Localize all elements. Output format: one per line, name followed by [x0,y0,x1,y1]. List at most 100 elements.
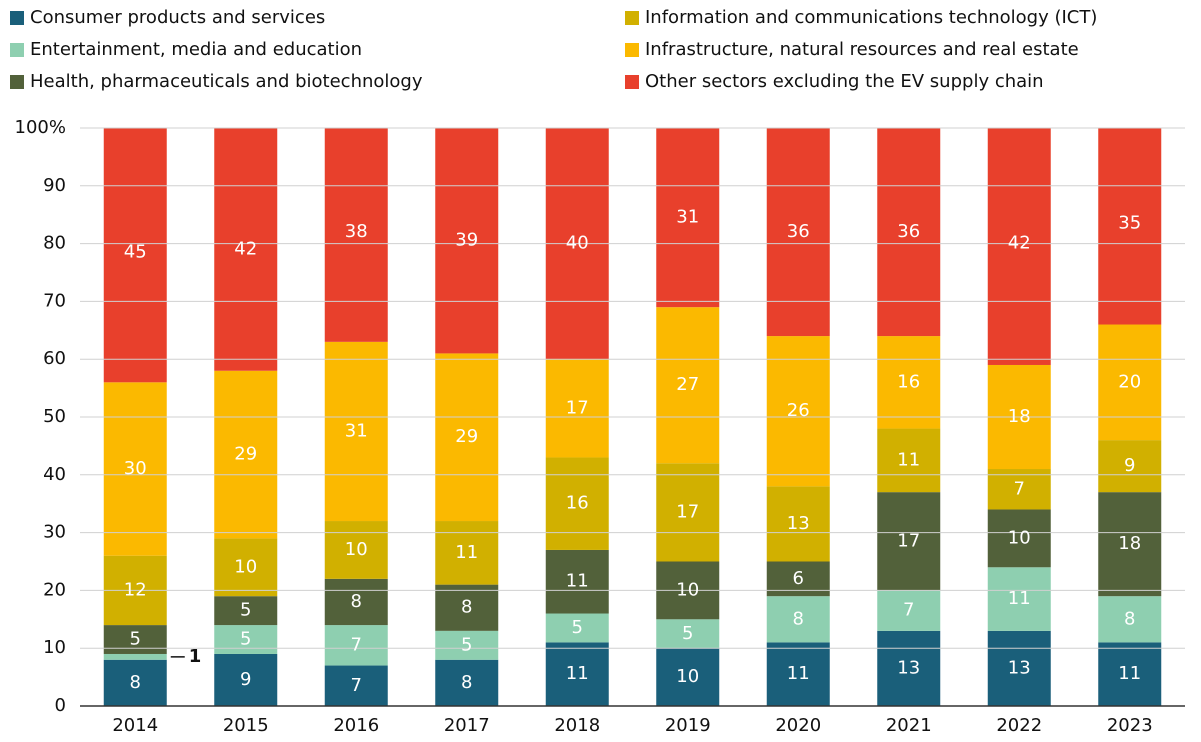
value-label: 10 [676,579,699,600]
value-label: 35 [1118,212,1141,233]
value-label: 13 [1008,657,1031,678]
x-tick-label: 2020 [775,715,821,736]
bar-segment [103,653,167,660]
bar-segment [877,336,941,429]
bar-segment [656,463,720,562]
bar-segment [324,578,388,626]
legend-swatch [10,11,24,25]
value-label: 30 [124,458,147,479]
bar-segment [214,653,278,706]
value-label: 31 [345,420,368,441]
y-tick-label: 20 [43,579,66,600]
value-label: 13 [787,513,810,534]
bar-segment [324,128,388,342]
x-tick-label: 2023 [1107,715,1153,736]
x-tick-label: 2016 [333,715,379,736]
value-label: 10 [676,666,699,687]
x-tick-label: 2021 [886,715,932,736]
value-label: 38 [345,221,368,242]
y-tick-label: 30 [43,522,66,543]
bar-segment [656,648,720,706]
value-label: 11 [1008,588,1031,609]
bar-segment [435,353,499,522]
value-label: 5 [240,629,251,650]
y-tick-label: 100% [15,117,66,138]
value-label: 8 [461,672,472,693]
legend-swatch [10,75,24,89]
value-label: 31 [676,207,699,228]
legend-label: Entertainment, media and education [30,39,362,60]
value-label: 10 [345,539,368,560]
y-tick-label: 90 [43,175,66,196]
bar-segment [435,584,499,631]
bar-segment [214,596,278,626]
legend-swatch [625,11,639,25]
bar-segment [877,590,941,631]
value-label: 39 [455,230,478,251]
legend-label: Consumer products and services [30,7,325,28]
bar-segment [324,341,388,522]
value-label: 11 [455,542,478,563]
bar-segment [1098,642,1162,706]
value-label: 17 [897,530,920,551]
value-label: 29 [234,444,257,465]
x-tick-label: 2017 [444,715,490,736]
bar-segment [214,370,278,539]
value-label: 8 [461,597,472,618]
value-label: 18 [1118,533,1141,554]
value-label: 36 [787,221,810,242]
bar-segment [103,625,167,654]
value-label: 18 [1008,406,1031,427]
y-tick-label: 50 [43,406,66,427]
value-label: 5 [572,617,583,638]
bar-segment [324,625,388,666]
bar-segment [987,469,1051,510]
bar-segment [877,492,941,591]
legend-label: Information and communications technolog… [645,7,1097,28]
value-label: 29 [455,426,478,447]
value-label: 9 [240,669,251,690]
value-label: 7 [351,634,362,655]
legend-swatch [625,75,639,89]
value-label: 42 [1008,233,1031,254]
value-label: 13 [897,657,920,678]
y-tick-label: 70 [43,290,66,311]
bar-segment [987,567,1051,631]
bar-segment [545,457,609,550]
value-label: 36 [897,221,920,242]
bar-segment [324,521,388,579]
value-label: 45 [124,241,147,262]
value-label: 11 [566,571,589,592]
bar-segment [766,486,830,562]
bar-segment [545,549,609,614]
value-label: 11 [566,663,589,684]
value-label: 10 [1008,527,1031,548]
bar-segment [987,630,1051,706]
bar-segment [877,630,941,706]
value-label: 7 [351,675,362,696]
bar-segment [1098,596,1162,643]
value-label: 5 [130,629,141,650]
bar-segment [1098,492,1162,597]
value-label: 5 [461,634,472,655]
bar-segment [103,659,167,706]
bar-segment [1098,128,1162,325]
bar-segment [545,613,609,643]
bar-segment [656,307,720,464]
bar-segment [103,128,167,383]
value-label: 27 [676,374,699,395]
bar-segment [987,128,1051,365]
value-label: 42 [234,238,257,259]
x-tick-label: 2014 [112,715,158,736]
y-tick-label: 80 [43,233,66,254]
value-label: 16 [897,371,920,392]
bar-segment [656,128,720,308]
y-tick-label: 40 [43,464,66,485]
bar-segment [435,630,499,660]
y-tick-label: 10 [43,637,66,658]
bar-segment [987,509,1051,568]
bar-segment [545,359,609,458]
value-label: 11 [1118,663,1141,684]
bar-segment [656,619,720,649]
legend-swatch [10,43,24,57]
